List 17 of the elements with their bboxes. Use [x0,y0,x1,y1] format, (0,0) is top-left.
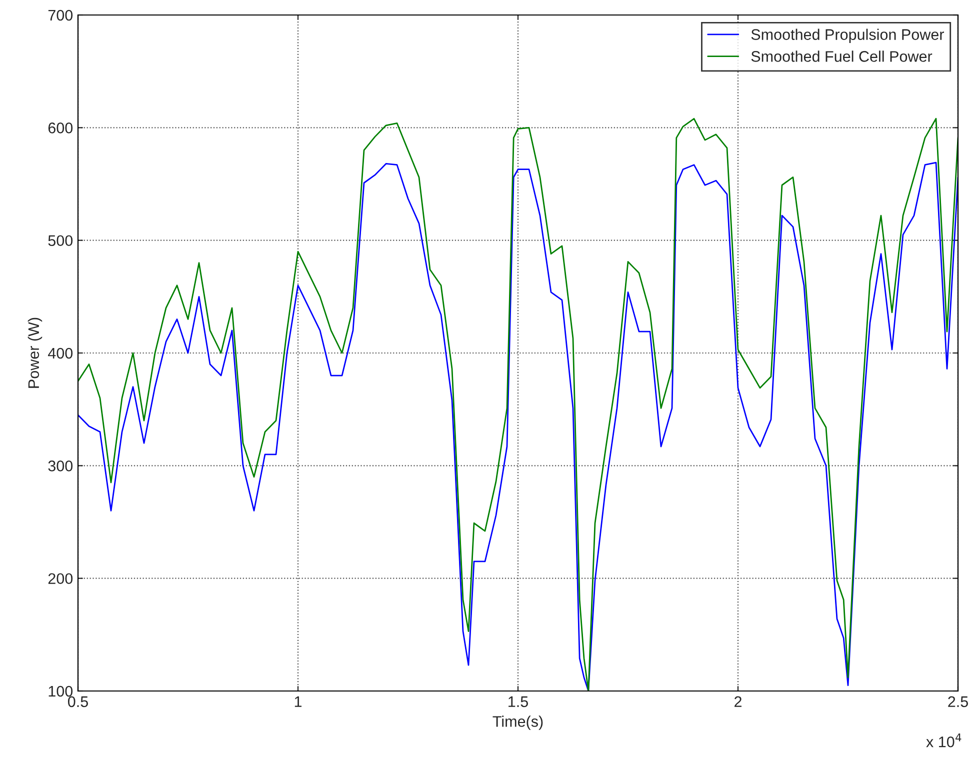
y-tick-label: 300 [48,460,73,472]
x-tick-label: 2 [734,696,742,707]
x-axis-title: Time(s) [492,716,543,730]
legend-label: Smoothed Propulsion Power [751,28,944,43]
y-tick-label: 600 [48,122,73,134]
x-tick-label: 2.5 [948,696,968,708]
y-tick-label: 500 [48,235,73,246]
x-tick-label: 1 [294,696,302,707]
y-tick-label: 100 [48,686,73,697]
text: x 10$^{4}$ [926,734,962,748]
y-axis-title: Power (W) [28,318,42,388]
y-tick-label: 400 [48,348,73,359]
x-tick-label: 0.5 [68,696,88,708]
x-tick-label: 1.5 [508,696,528,708]
y-tick-label: 700 [48,10,73,21]
y-tick-label: 200 [48,573,73,584]
legend-label: Smoothed Fuel Cell Power [751,50,932,62]
